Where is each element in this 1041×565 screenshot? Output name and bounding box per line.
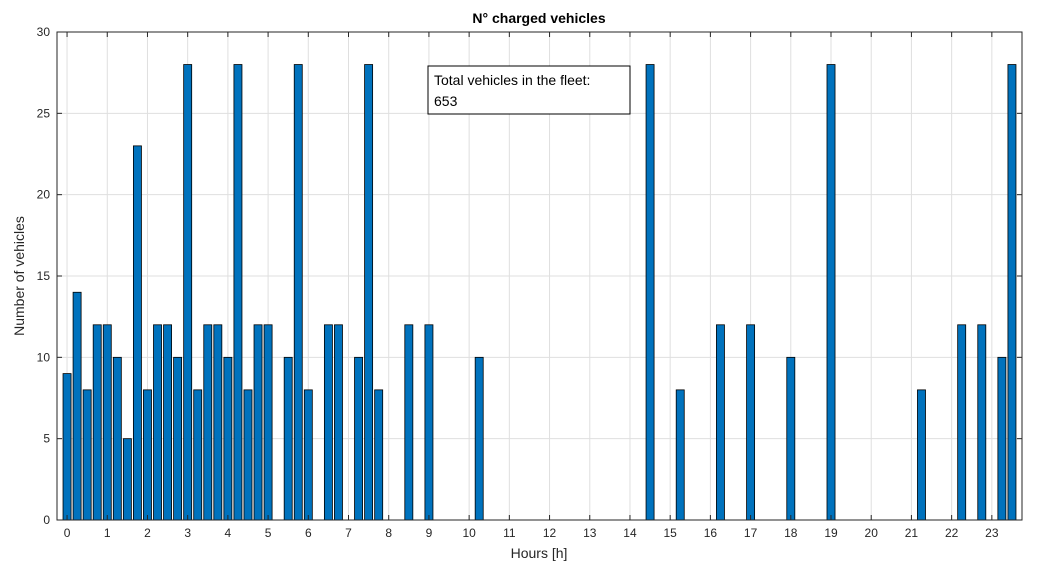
x-tick-label: 11: [503, 526, 516, 540]
x-tick-label: 7: [345, 526, 352, 540]
bar: [174, 357, 182, 520]
x-tick-label: 16: [704, 526, 718, 540]
x-tick-label: 13: [583, 526, 597, 540]
annotation-line-1: Total vehicles in the fleet:: [434, 72, 590, 88]
bar: [73, 292, 81, 520]
x-tick-label: 23: [985, 526, 999, 540]
y-tick-label: 30: [37, 25, 51, 39]
annotation-line-2: 653: [434, 93, 458, 109]
y-tick-label: 0: [43, 513, 50, 527]
x-tick-label: 15: [663, 526, 677, 540]
bar: [264, 325, 272, 520]
bar: [475, 357, 483, 520]
bar: [1008, 65, 1016, 520]
bar: [204, 325, 212, 520]
bar: [747, 325, 755, 520]
bar: [355, 357, 363, 520]
x-tick-label: 6: [305, 526, 312, 540]
y-tick-label: 25: [37, 106, 51, 120]
x-tick-label: 14: [623, 526, 637, 540]
fleet-annotation: Total vehicles in the fleet: 653: [428, 66, 630, 114]
y-axis-label: Number of vehicles: [11, 216, 27, 336]
x-tick-label: 22: [945, 526, 959, 540]
bar: [304, 390, 312, 520]
x-tick-label: 19: [824, 526, 838, 540]
bar: [334, 325, 342, 520]
x-tick-label: 21: [905, 526, 919, 540]
bar: [958, 325, 966, 520]
bar: [184, 65, 192, 520]
bar: [244, 390, 252, 520]
bar: [978, 325, 986, 520]
bar: [234, 65, 242, 520]
bar: [324, 325, 332, 520]
bar: [123, 439, 131, 520]
bar: [103, 325, 111, 520]
x-tick-label: 5: [265, 526, 272, 540]
bar: [224, 357, 232, 520]
y-tick-label: 5: [43, 432, 50, 446]
bar: [214, 325, 222, 520]
bar: [164, 325, 172, 520]
bar: [787, 357, 795, 520]
x-tick-label: 20: [865, 526, 879, 540]
x-axis-label: Hours [h]: [511, 545, 568, 561]
bar: [365, 65, 373, 520]
bar: [194, 390, 202, 520]
x-tick-label: 2: [144, 526, 151, 540]
bar: [294, 65, 302, 520]
bar: [154, 325, 162, 520]
bar: [425, 325, 433, 520]
x-tick-label: 12: [543, 526, 557, 540]
bar: [676, 390, 684, 520]
x-tick-label: 8: [385, 526, 392, 540]
bar: [827, 65, 835, 520]
x-tick-label: 9: [426, 526, 433, 540]
bar: [133, 146, 141, 520]
bar: [375, 390, 383, 520]
y-tick-label: 20: [37, 188, 51, 202]
y-tick-label: 10: [37, 350, 51, 364]
bar: [143, 390, 151, 520]
y-tick-label: 15: [37, 269, 51, 283]
bar: [646, 65, 654, 520]
x-tick-label: 1: [104, 526, 111, 540]
bar: [917, 390, 925, 520]
chart-title: N° charged vehicles: [472, 10, 605, 26]
bar: [998, 357, 1006, 520]
bar: [93, 325, 101, 520]
bar: [83, 390, 91, 520]
x-tick-label: 0: [64, 526, 71, 540]
x-tick-label: 4: [225, 526, 232, 540]
bar: [284, 357, 292, 520]
x-tick-label: 3: [184, 526, 191, 540]
bar: [113, 357, 121, 520]
bar: [254, 325, 262, 520]
x-tick-label: 18: [784, 526, 798, 540]
x-tick-label: 10: [462, 526, 476, 540]
bar: [716, 325, 724, 520]
bar: [63, 374, 71, 520]
x-tick-label: 17: [744, 526, 758, 540]
bar: [405, 325, 413, 520]
